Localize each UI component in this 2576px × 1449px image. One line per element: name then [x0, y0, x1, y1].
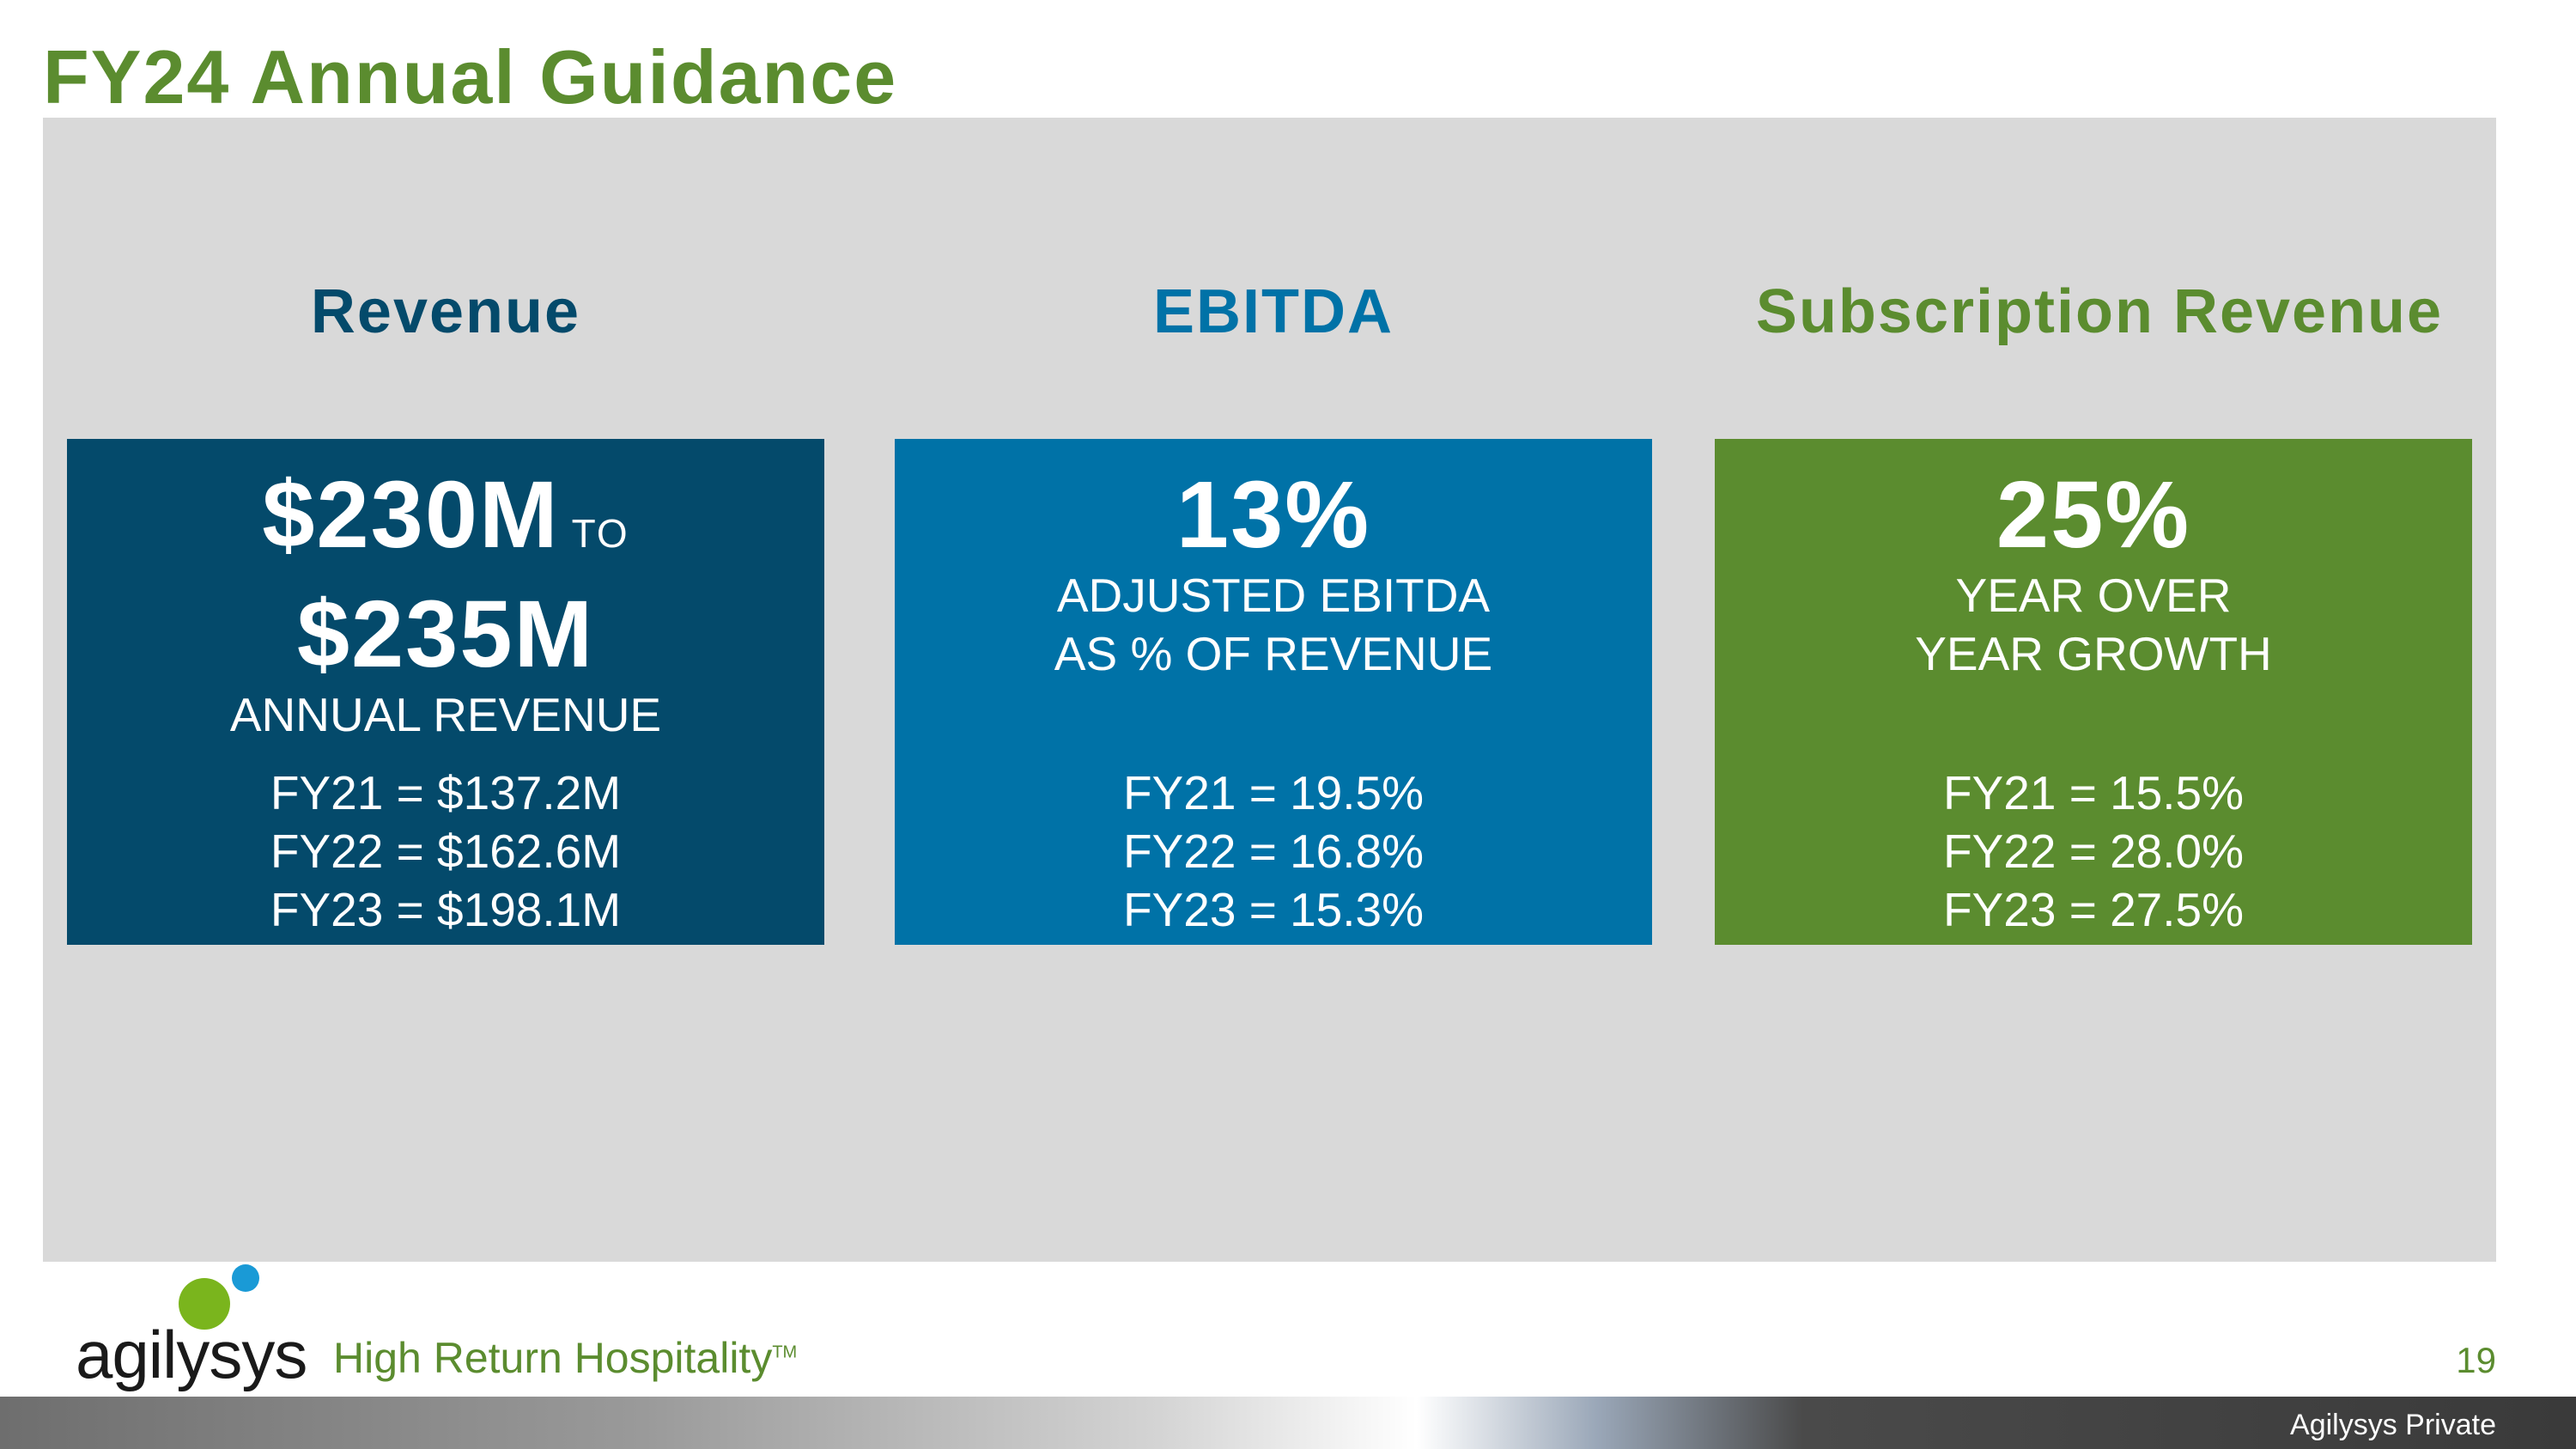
subscription-heading: Subscription Revenue — [1755, 277, 2444, 346]
revenue-caption: ANNUAL REVENUE — [229, 688, 662, 741]
revenue-fy23: FY23 = $198.1M — [270, 883, 622, 936]
tagline-text: High Return Hospitality — [333, 1334, 773, 1382]
revenue-fy22: FY22 = $162.6M — [270, 825, 622, 878]
page-number: 19 — [2456, 1340, 2496, 1380]
subscription-fy23: FY23 = 27.5% — [1942, 883, 2245, 936]
subscription-history: FY21 = 15.5% FY22 = 28.0% FY23 = 27.5% — [1715, 764, 2472, 939]
classification-label: Agilysys Private — [2290, 1409, 2496, 1441]
slide-title: FY24 Annual Guidance — [43, 34, 898, 119]
ebitda-value: 13% — [1176, 462, 1371, 568]
ebitda-fy21: FY21 = 19.5% — [1122, 766, 1425, 819]
ebitda-caption-line2: AS % OF REVENUE — [1054, 627, 1493, 680]
subscription-caption-line1: YEAR OVER — [1955, 569, 2232, 622]
footer-bar — [0, 1397, 2576, 1449]
revenue-heading: Revenue — [310, 277, 581, 346]
ebitda-history: FY21 = 19.5% FY22 = 16.8% FY23 = 15.3% — [895, 764, 1652, 939]
subscription-card: 25% YEAR OVER YEAR GROWTH FY21 = 15.5% F… — [1715, 439, 2472, 945]
subscription-fy21: FY21 = 15.5% — [1942, 766, 2245, 819]
subscription-fy22: FY22 = 28.0% — [1942, 825, 2245, 878]
trademark-mark: TM — [772, 1342, 798, 1362]
ebitda-fy22: FY22 = 16.8% — [1122, 825, 1425, 878]
revenue-fy21: FY21 = $137.2M — [270, 766, 622, 819]
subscription-value: 25% — [1996, 462, 2191, 568]
revenue-range-line1: $230M TO — [67, 465, 824, 584]
revenue-range-connector: TO — [571, 511, 629, 556]
revenue-low: $230M — [262, 462, 560, 568]
company-logo: agilysys High Return HospitalityTM — [76, 1264, 840, 1402]
revenue-card: $230M TO $235M ANNUAL REVENUE FY21 = $137… — [67, 439, 824, 945]
ebitda-fy23: FY23 = 15.3% — [1122, 883, 1425, 936]
brand-wordmark: agilysys — [76, 1317, 307, 1392]
revenue-history: FY21 = $137.2M FY22 = $162.6M FY23 = $19… — [67, 764, 824, 939]
revenue-high: $235M — [296, 581, 595, 687]
brand-tagline: High Return HospitalityTM — [333, 1333, 797, 1383]
ebitda-caption-line1: ADJUSTED EBITDA — [1056, 569, 1491, 622]
ebitda-heading: EBITDA — [1153, 277, 1394, 346]
logo-dots-icon — [179, 1264, 259, 1330]
ebitda-card: 13% ADJUSTED EBITDA AS % OF REVENUE FY21… — [895, 439, 1652, 945]
subscription-caption-line2: YEAR GROWTH — [1915, 627, 2272, 680]
